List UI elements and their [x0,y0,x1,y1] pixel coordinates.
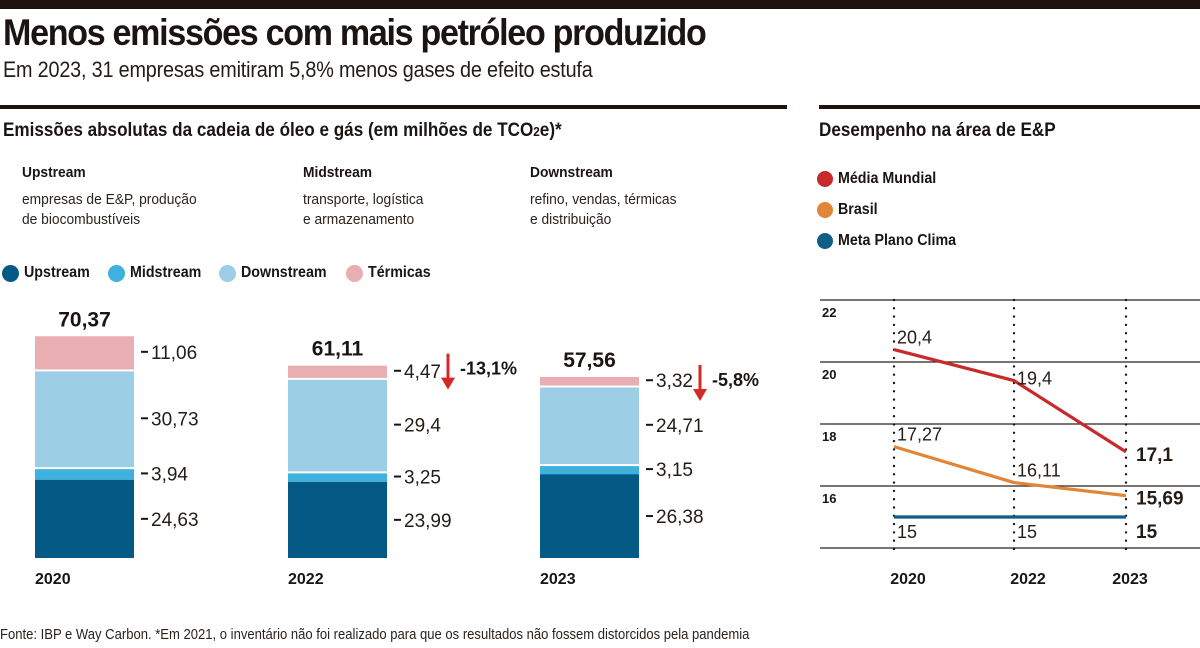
legend-item-media-mundial: Média Mundial [817,170,966,188]
category-midstream: Midstream transporte, logística e armaze… [303,164,543,230]
bar-segment-upstream [35,479,134,558]
category-name: Midstream [303,164,373,181]
y-tick-label: 22 [822,305,836,320]
emissions-title-end: e)* [539,120,562,141]
legend-label: Brasil [838,201,878,218]
y-tick-label: 18 [822,429,836,444]
segment-value-label: 3,25 [404,468,441,489]
bar-segment-midstream [288,473,387,482]
category-upstream: Upstream empresas de E&P, produção de bi… [22,164,262,230]
legend-dot-icon [817,233,833,249]
bar-segment-trmicas [35,336,134,370]
segment-value-label: 26,38 [656,507,704,528]
x-axis-label: 2020 [890,571,926,588]
segment-value-label: 30,73 [151,409,199,430]
y-tick-label: 16 [822,491,836,506]
legend-dot-icon [817,202,833,218]
page-title: Menos emissões com mais petróleo produzi… [3,12,707,53]
source-footnote: Fonte: IBP e Way Carbon. *Em 2021, o inv… [0,627,750,643]
legend-dot-icon [107,264,125,282]
bar-segment-trmicas [288,365,387,378]
right-section-rule [819,105,1200,109]
segment-value-label: 29,4 [404,416,441,437]
change-percent-label: -5,8% [712,370,759,390]
x-axis-label: 2023 [1112,571,1148,588]
bar-total-label: 57,56 [563,349,616,372]
emissions-title-main: Emissões absolutas da cadeia de óleo e g… [3,120,534,141]
down-arrow-head-icon [441,377,455,390]
legend-label: Meta Plano Clima [838,232,957,249]
bar-segment-downstream [288,379,387,472]
category-description: transporte, logística e armazenamento [303,191,424,228]
emissions-legend: Upstream Midstream Downstream Térmicas [2,264,448,282]
y-tick-label: 20 [822,367,836,382]
line-point-label: 17,27 [897,425,942,445]
legend-label: Térmicas [368,264,431,281]
bar-segment-midstream [35,469,134,480]
segment-value-label: 3,32 [656,371,693,392]
ep-legend: Média Mundial Brasil Meta Plano Clima [817,170,978,263]
segment-value-label: 24,71 [656,416,704,437]
bar-category-label: 2023 [540,571,576,588]
segment-value-label: 3,94 [151,464,188,485]
line-point-label: 15,69 [1136,489,1184,510]
left-section-rule [0,105,787,109]
legend-label: Midstream [129,264,201,281]
category-name: Upstream [22,164,86,181]
line-point-label: 15 [897,522,917,542]
down-arrow-head-icon [693,388,707,401]
emissions-title-subscript: 2 [533,124,540,139]
line-point-label: 15 [1017,522,1037,542]
page-subtitle: Em 2023, 31 empresas emitiram 5,8% menos… [3,57,593,82]
legend-item-termicas: Térmicas [346,264,436,282]
legend-item-upstream: Upstream [2,264,96,282]
bar-total-label: 61,11 [312,338,364,361]
category-description: empresas de E&P, produção de biocombustí… [22,191,197,228]
segment-value-label: 23,99 [404,511,452,532]
bar-segment-downstream [540,387,639,465]
change-percent-label: -13,1% [460,359,517,379]
bar-segment-downstream [35,371,134,468]
legend-item-midstream: Midstream [107,264,208,282]
segment-value-label: 11,06 [151,343,197,364]
line-point-label: 17,1 [1136,445,1173,466]
x-axis-label: 2022 [1010,571,1046,588]
legend-dot-icon [2,264,19,282]
legend-item-downstream: Downstream [219,264,334,282]
bar-segment-upstream [288,481,387,558]
legend-dot-icon [346,264,364,282]
line-point-label: 20,4 [897,328,932,348]
segment-value-label: 24,63 [151,510,199,531]
line-series-brasil [893,445,1127,498]
bar-segment-midstream [540,466,639,475]
legend-item-brasil: Brasil [817,201,966,219]
bar-category-label: 2020 [35,571,71,588]
bar-segment-trmicas [540,376,639,386]
bar-total-label: 70,37 [58,308,111,331]
line-point-label: 16,11 [1017,461,1061,481]
legend-dot-icon [219,264,237,282]
line-point-label: 15 [1136,522,1158,543]
legend-dot-icon [817,171,833,187]
bar-category-label: 2022 [288,571,324,588]
category-description: refino, vendas, térmicas e distribuição [530,191,677,228]
line-series-mdiamundial [893,348,1127,454]
ep-chart-title: Desempenho na área de E&P [819,120,1056,141]
legend-item-meta-plano-clima: Meta Plano Clima [817,232,966,250]
legend-label: Média Mundial [838,170,937,187]
category-name: Downstream [530,164,613,181]
segment-value-label: 3,15 [656,460,693,481]
category-downstream: Downstream refino, vendas, térmicas e di… [530,164,770,230]
legend-label: Downstream [241,264,327,281]
legend-label: Upstream [24,264,90,281]
emissions-chart-title: Emissões absolutas da cadeia de óleo e g… [3,120,562,142]
line-point-label: 19,4 [1017,369,1052,389]
top-rule [0,0,1200,9]
segment-value-label: 4,47 [404,362,441,383]
bar-segment-upstream [540,474,639,558]
